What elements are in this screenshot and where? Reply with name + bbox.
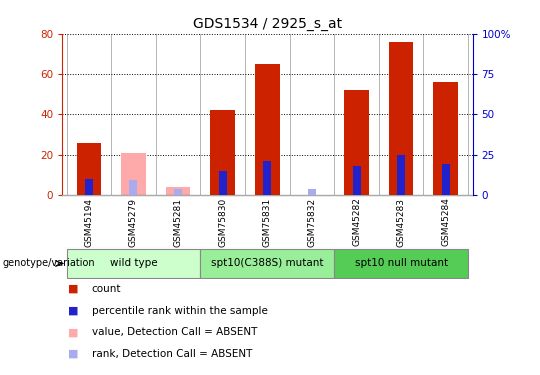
Text: GSM45284: GSM45284 xyxy=(441,198,450,246)
Text: GSM45281: GSM45281 xyxy=(173,198,183,247)
Text: ■: ■ xyxy=(68,349,78,359)
Text: GSM75830: GSM75830 xyxy=(218,198,227,247)
Bar xyxy=(121,153,146,195)
Bar xyxy=(66,249,200,278)
Text: rank, Detection Call = ABSENT: rank, Detection Call = ABSENT xyxy=(92,349,252,359)
Text: GSM45194: GSM45194 xyxy=(84,198,93,247)
Text: wild type: wild type xyxy=(110,258,157,268)
Text: count: count xyxy=(92,284,122,294)
Text: GSM45283: GSM45283 xyxy=(396,198,406,247)
Bar xyxy=(264,161,271,195)
Text: percentile rank within the sample: percentile rank within the sample xyxy=(92,306,268,315)
Bar xyxy=(345,90,369,195)
Bar xyxy=(353,166,361,195)
Bar xyxy=(166,187,191,195)
Bar xyxy=(219,171,227,195)
Bar xyxy=(211,110,235,195)
Bar xyxy=(434,82,458,195)
Bar xyxy=(389,42,414,195)
Bar xyxy=(130,180,138,195)
Bar xyxy=(85,179,93,195)
Text: ■: ■ xyxy=(68,327,78,337)
Bar xyxy=(77,142,101,195)
Bar xyxy=(308,189,316,195)
Text: spt10(C388S) mutant: spt10(C388S) mutant xyxy=(211,258,323,268)
Bar xyxy=(397,154,405,195)
Text: ■: ■ xyxy=(68,306,78,315)
Text: GSM75831: GSM75831 xyxy=(263,198,272,247)
Bar xyxy=(334,249,468,278)
Bar xyxy=(255,64,280,195)
Bar xyxy=(174,189,182,195)
Text: spt10 null mutant: spt10 null mutant xyxy=(355,258,448,268)
Text: GSM45282: GSM45282 xyxy=(352,198,361,246)
Text: genotype/variation: genotype/variation xyxy=(3,258,96,268)
Title: GDS1534 / 2925_s_at: GDS1534 / 2925_s_at xyxy=(193,17,342,32)
Bar xyxy=(200,249,334,278)
Text: value, Detection Call = ABSENT: value, Detection Call = ABSENT xyxy=(92,327,257,337)
Text: ■: ■ xyxy=(68,284,78,294)
Bar xyxy=(442,164,450,195)
Text: GSM75832: GSM75832 xyxy=(307,198,316,247)
Text: GSM45279: GSM45279 xyxy=(129,198,138,247)
